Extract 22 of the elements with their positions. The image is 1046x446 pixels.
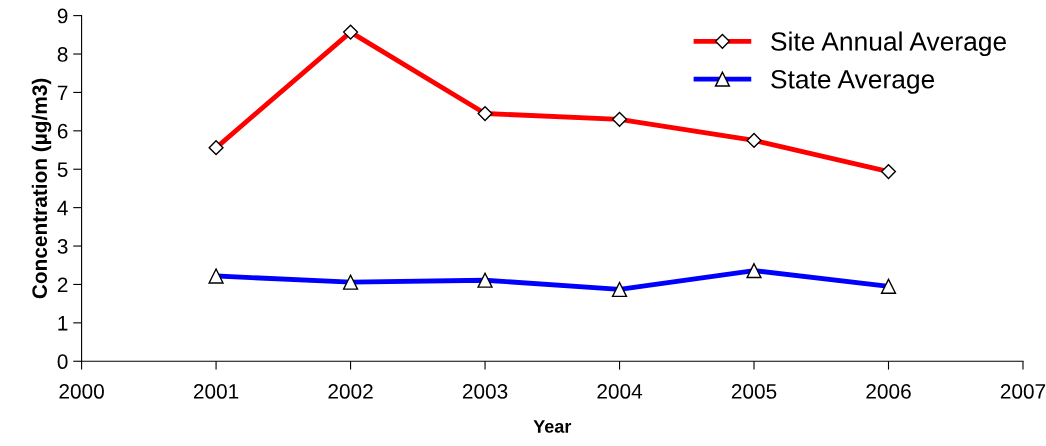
y-tick-label: 3 — [57, 239, 68, 254]
legend-label: State Average — [771, 69, 935, 94]
y-tick-label: 6 — [57, 123, 68, 139]
x-tick-label: 2006 — [866, 384, 911, 399]
y-tick-label: 8 — [57, 47, 68, 62]
y-tick-label: 4 — [57, 200, 68, 216]
x-axis-title: Year — [533, 420, 572, 433]
x-tick-label: 2007 — [1000, 384, 1046, 399]
y-tick-label: 9 — [57, 8, 68, 24]
x-tick-label: 2000 — [59, 384, 104, 399]
y-tick-label: 2 — [57, 277, 68, 292]
y-tick-label: 0 — [57, 354, 68, 370]
y-tick-label: 1 — [58, 316, 68, 331]
x-tick-label: 2002 — [328, 384, 373, 399]
legend-label: Site Annual Average — [771, 31, 1006, 57]
x-tick-label: 2003 — [462, 384, 508, 399]
y-tick-label: 5 — [57, 162, 68, 177]
y-axis-title: Concentration (µg/m3) — [31, 78, 52, 299]
x-tick-label: 2005 — [731, 384, 777, 399]
y-tick-label: 7 — [57, 85, 68, 100]
x-tick-label: 2001 — [193, 384, 239, 399]
x-tick-label: 2004 — [597, 384, 643, 399]
